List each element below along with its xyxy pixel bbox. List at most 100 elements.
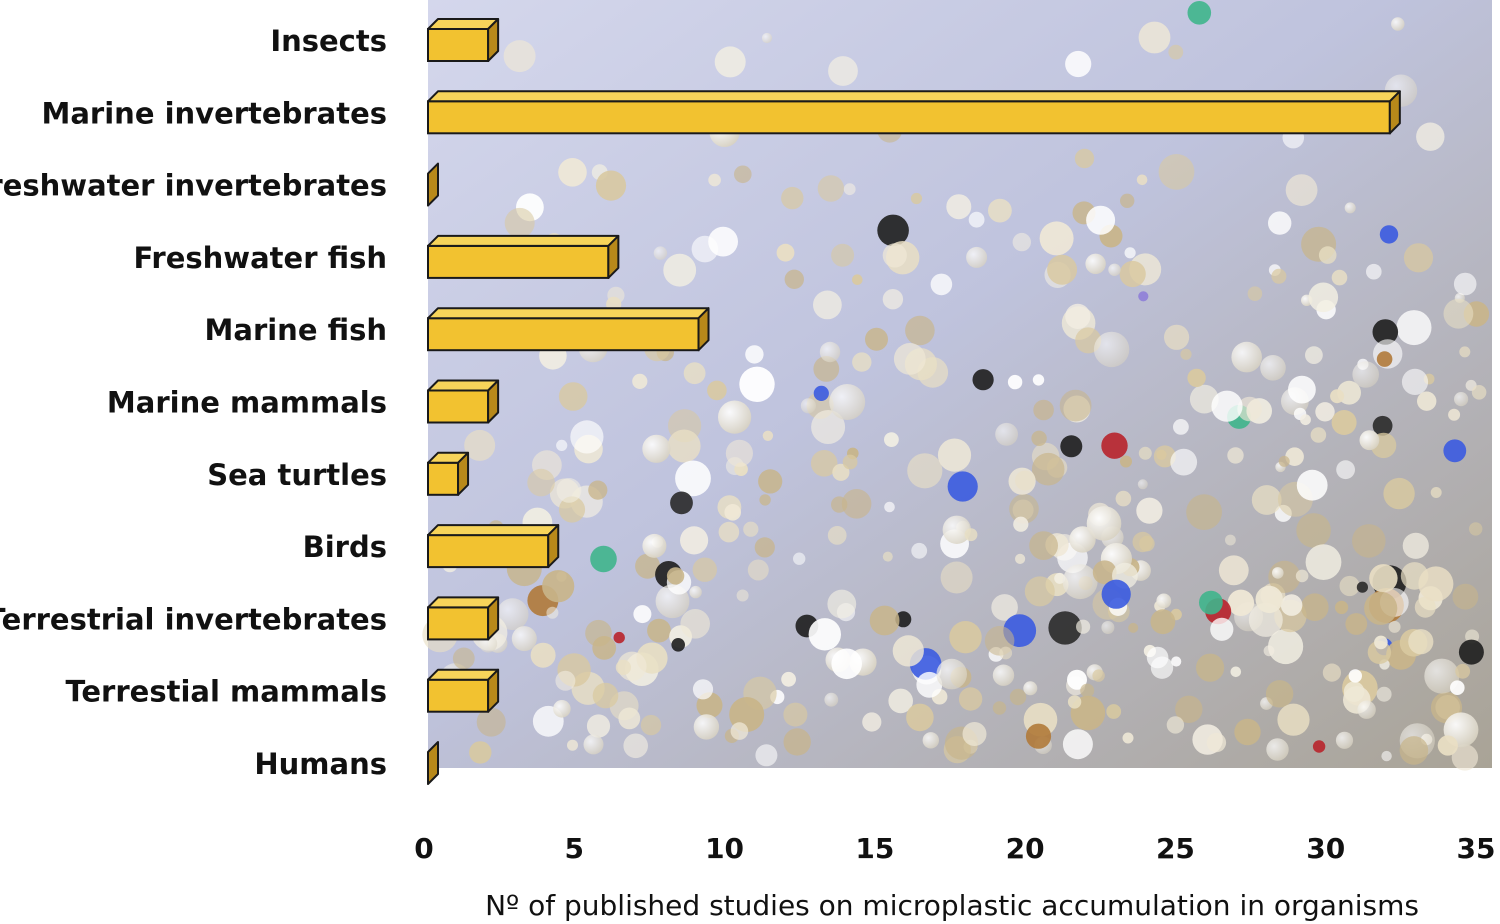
bar-front	[427, 606, 490, 641]
plastic-particle	[832, 463, 850, 481]
plastic-particle	[1312, 740, 1326, 753]
plastic-particle	[707, 380, 727, 401]
plastic-particle	[817, 175, 845, 202]
plastic-particle	[995, 422, 1018, 446]
plastic-particle	[1171, 656, 1182, 667]
bar-side-face	[427, 162, 439, 207]
category-label: Sea turtles	[207, 458, 387, 492]
plastic-particle	[964, 528, 978, 542]
plastic-particle	[527, 468, 555, 497]
plastic-particle	[831, 243, 855, 267]
plastic-particle	[1039, 221, 1074, 256]
plastic-particle	[718, 521, 740, 543]
plastic-particle	[1108, 263, 1121, 276]
bar-top-face	[427, 668, 500, 681]
plastic-particle	[1357, 700, 1376, 719]
plastic-particle	[1335, 600, 1349, 615]
plastic-particle	[762, 430, 774, 441]
plastic-particle	[1396, 310, 1432, 346]
plastic-particle	[1285, 174, 1318, 207]
category-labels: Insects Marine invertebrates Freshwater in…	[0, 24, 387, 781]
plastic-particle	[1206, 732, 1227, 753]
plastic-particle	[1168, 44, 1184, 60]
plastic-particle	[852, 274, 863, 286]
plastic-particle	[1062, 729, 1093, 760]
plastic-particle	[1196, 653, 1225, 682]
plastic-particle	[743, 521, 759, 537]
plastic-particle	[1418, 566, 1454, 602]
bar-terrestial-mammals	[427, 668, 500, 713]
plastic-particle	[1345, 613, 1368, 635]
plastic-particle	[1383, 477, 1415, 510]
bar-sea-turtles	[427, 451, 470, 496]
plastic-particle	[1348, 669, 1363, 683]
plastic-particle	[623, 733, 648, 759]
bar-side-face	[487, 596, 500, 641]
plastic-particle	[1260, 355, 1286, 381]
category-label: Freshwater invertebrates	[0, 169, 387, 203]
plastic-particle	[882, 551, 893, 562]
plastic-particle	[1391, 17, 1405, 31]
plastic-particle	[1459, 346, 1471, 358]
plastic-particle	[1408, 629, 1434, 655]
plastic-particle	[829, 384, 866, 420]
plastic-particle	[1272, 567, 1284, 579]
plastic-particle	[1115, 490, 1132, 507]
plastic-particle	[1266, 738, 1289, 761]
plastic-particle	[585, 619, 612, 647]
plastic-particle	[877, 214, 909, 247]
plastic-particle	[476, 707, 506, 737]
plastic-particle	[784, 269, 804, 289]
plastic-particle	[1180, 348, 1192, 360]
plastic-particle	[1120, 193, 1135, 208]
plastic-particle	[1343, 681, 1365, 702]
plastic-particle	[1454, 392, 1469, 407]
plastic-particle	[1263, 645, 1275, 657]
plastic-particle	[1471, 385, 1487, 400]
plastic-particle	[1067, 669, 1087, 690]
plastic-particle	[1093, 331, 1130, 368]
plastic-particle	[783, 728, 811, 756]
plastic-particle	[666, 567, 685, 585]
bar-marine-fish	[427, 307, 710, 352]
plastic-particle	[1322, 663, 1341, 682]
plastic-particle	[1059, 389, 1092, 422]
plastic-particle	[1187, 1, 1212, 25]
plastic-particle	[671, 638, 685, 652]
plastic-particle	[910, 192, 923, 205]
plastic-particle	[992, 701, 1007, 715]
plastic-particle	[776, 243, 795, 262]
plastic-particle	[567, 739, 578, 751]
plastic-particle	[758, 469, 783, 494]
plastic-particle	[1101, 579, 1131, 609]
plastic-particle	[1443, 439, 1467, 463]
plastic-particle	[824, 692, 839, 707]
plastic-particle	[1092, 669, 1105, 682]
plastic-particle	[1227, 447, 1244, 464]
plastic-particle	[1288, 375, 1316, 404]
plastic-particle	[1251, 485, 1282, 515]
plastic-particle	[754, 537, 775, 558]
plastic-particle	[893, 343, 926, 375]
plastic-particle	[1210, 617, 1234, 641]
plastic-particle	[1008, 467, 1036, 495]
plastic-particle	[1199, 590, 1223, 615]
plastic-particle	[635, 553, 661, 579]
plastic-particle	[1164, 324, 1190, 350]
plastic-particle	[691, 235, 719, 263]
plastic-particle	[1170, 448, 1198, 476]
bar-front	[427, 534, 550, 569]
plastic-particle	[613, 631, 625, 644]
plastic-particle	[828, 56, 858, 86]
category-label: Humans	[254, 747, 387, 781]
plastic-particle	[1231, 341, 1262, 373]
plastic-particle	[1138, 446, 1152, 460]
bar-top-face	[427, 90, 1401, 103]
x-tick-label: 35	[1457, 832, 1496, 865]
plastic-particle	[570, 420, 604, 454]
bar-top-face	[427, 379, 500, 392]
plastic-particle	[1175, 695, 1203, 723]
bar-side-face	[487, 18, 500, 62]
plastic-particle	[640, 714, 662, 736]
bar-top-face	[427, 596, 500, 609]
